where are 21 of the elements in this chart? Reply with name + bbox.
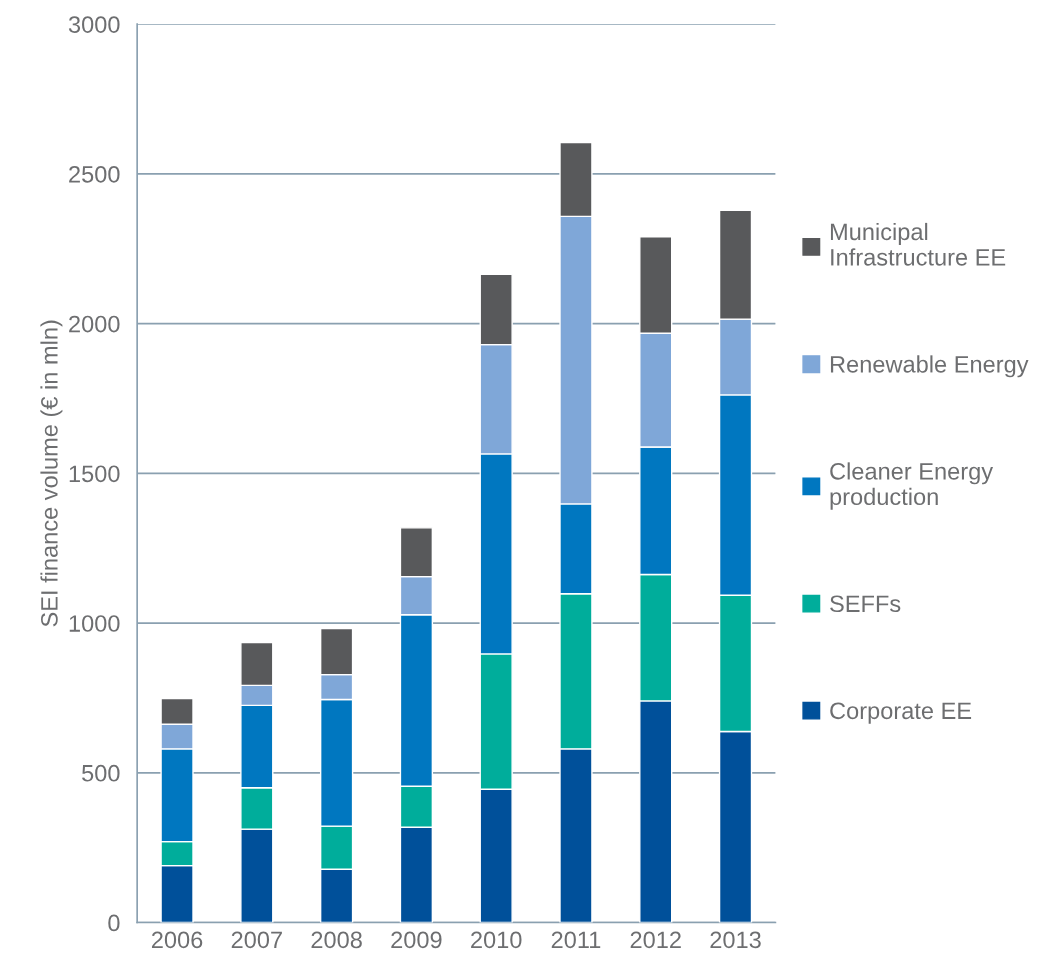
x-tick-label: 2010 [471, 931, 522, 949]
x-tick-label: 2013 [710, 931, 761, 949]
legend-label: Corporate EE [830, 702, 972, 724]
legend-label: Municipal Infrastructure EE [830, 222, 1006, 266]
y-tick-label: 0 [108, 914, 120, 932]
x-tick-label: 2012 [630, 931, 681, 949]
y-tick-label: 2500 [69, 165, 120, 183]
x-tick-label: 2011 [551, 931, 601, 949]
y-tick-label: 1000 [69, 615, 120, 632]
y-tick-label: 500 [82, 764, 120, 782]
y-tick-label: 3000 [68, 16, 120, 33]
x-tick-label: 2006 [151, 931, 203, 949]
legend-label: Cleaner Energy production [830, 462, 994, 510]
x-tick-label: 2007 [231, 931, 282, 949]
legend-label: Renewable Energy [830, 355, 1029, 378]
x-tick-label: 2009 [391, 931, 442, 949]
y-tick-label: 1500 [69, 465, 120, 483]
legend-label: SEFFs [830, 595, 901, 613]
y-axis-title: SEI finance volume (€ in mln) [40, 320, 63, 627]
y-tick-label: 2000 [69, 315, 120, 333]
x-tick-label: 2008 [311, 931, 362, 949]
